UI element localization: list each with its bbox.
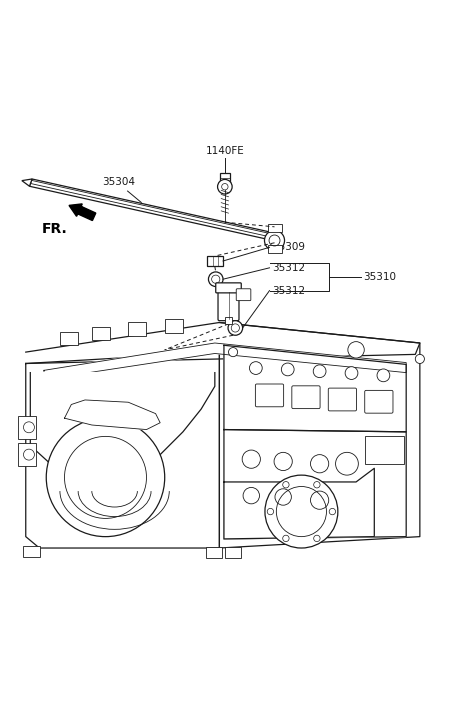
Circle shape xyxy=(208,272,223,286)
Circle shape xyxy=(243,487,260,504)
Circle shape xyxy=(415,354,425,364)
Text: 35304: 35304 xyxy=(102,177,135,188)
Bar xyxy=(17,443,36,466)
Bar xyxy=(365,436,404,464)
Circle shape xyxy=(250,361,262,374)
FancyBboxPatch shape xyxy=(236,289,251,301)
Polygon shape xyxy=(30,373,215,478)
Polygon shape xyxy=(64,400,160,430)
Circle shape xyxy=(228,321,243,335)
Text: 35309: 35309 xyxy=(272,242,305,252)
Bar xyxy=(268,224,282,233)
Circle shape xyxy=(345,366,358,379)
Polygon shape xyxy=(44,343,406,379)
Circle shape xyxy=(218,180,232,194)
Circle shape xyxy=(265,230,285,251)
Circle shape xyxy=(313,365,326,377)
Polygon shape xyxy=(224,345,406,432)
Polygon shape xyxy=(26,323,420,364)
Polygon shape xyxy=(219,323,420,548)
FancyBboxPatch shape xyxy=(220,173,230,183)
Circle shape xyxy=(310,491,329,510)
Polygon shape xyxy=(224,430,406,539)
FancyBboxPatch shape xyxy=(328,388,356,411)
Text: 35310: 35310 xyxy=(363,272,396,282)
Circle shape xyxy=(46,418,165,537)
Circle shape xyxy=(274,452,292,470)
Text: 35312: 35312 xyxy=(272,286,305,296)
Circle shape xyxy=(228,348,238,357)
FancyBboxPatch shape xyxy=(255,384,284,407)
Polygon shape xyxy=(29,179,271,240)
Circle shape xyxy=(275,489,292,505)
FancyArrow shape xyxy=(69,204,96,220)
Circle shape xyxy=(314,481,320,488)
Text: 35312: 35312 xyxy=(272,263,305,273)
Circle shape xyxy=(267,508,274,515)
Circle shape xyxy=(329,508,335,515)
Circle shape xyxy=(282,363,294,376)
Bar xyxy=(128,322,147,336)
Circle shape xyxy=(242,450,260,468)
Bar xyxy=(23,546,40,557)
Bar xyxy=(60,332,78,345)
Circle shape xyxy=(377,369,390,382)
Bar xyxy=(165,319,183,333)
Circle shape xyxy=(314,535,320,542)
Bar xyxy=(92,326,110,340)
Bar xyxy=(17,416,36,438)
Bar xyxy=(206,547,222,558)
Text: 1140FE: 1140FE xyxy=(206,145,244,156)
FancyBboxPatch shape xyxy=(218,289,239,321)
Polygon shape xyxy=(26,352,219,548)
Circle shape xyxy=(283,481,289,488)
FancyBboxPatch shape xyxy=(365,390,393,413)
Polygon shape xyxy=(224,468,374,539)
FancyBboxPatch shape xyxy=(216,283,241,293)
Circle shape xyxy=(310,454,329,473)
Bar xyxy=(268,245,282,253)
Polygon shape xyxy=(22,179,32,186)
Bar xyxy=(207,255,223,267)
Circle shape xyxy=(265,475,338,548)
Bar xyxy=(225,317,232,324)
Text: FR.: FR. xyxy=(42,222,68,236)
Bar xyxy=(225,547,241,558)
Circle shape xyxy=(348,342,364,358)
Circle shape xyxy=(335,452,358,475)
Circle shape xyxy=(283,535,289,542)
FancyBboxPatch shape xyxy=(292,386,320,409)
